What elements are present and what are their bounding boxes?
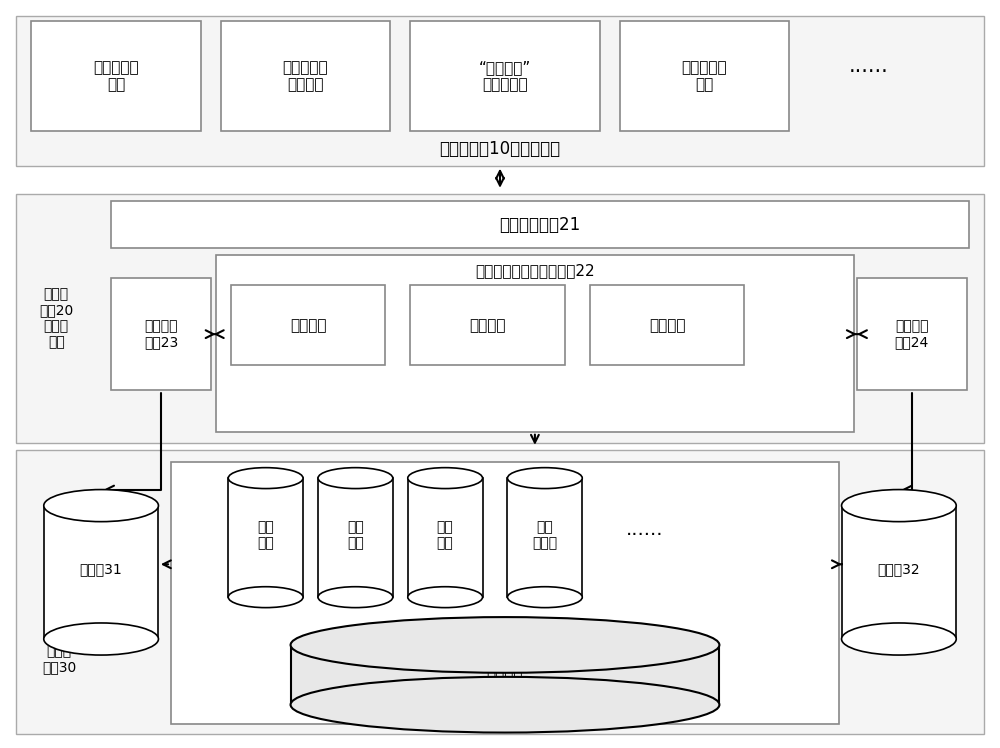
Ellipse shape [291, 617, 719, 672]
Bar [231, 285, 385, 365]
Bar [221, 21, 390, 131]
Bar [318, 478, 393, 597]
Ellipse shape [228, 468, 303, 488]
Ellipse shape [408, 468, 483, 488]
Text: “一通三防”
图形和属性: “一通三防” 图形和属性 [479, 60, 531, 92]
Bar [842, 506, 956, 639]
Ellipse shape [318, 586, 393, 607]
Text: 数据删除: 数据删除 [469, 318, 506, 333]
Text: 地测图形和
属性: 地测图形和 属性 [93, 60, 139, 92]
Text: 服务协
同层20
（服务
端）: 服务协 同层20 （服务 端） [39, 287, 73, 349]
Ellipse shape [228, 586, 303, 607]
Bar [171, 462, 839, 724]
Bar [44, 506, 158, 639]
Text: 采矿设计图
形和属性: 采矿设计图 形和属性 [283, 60, 328, 92]
Text: 用户认证模块21: 用户认证模块21 [499, 215, 581, 233]
Text: 索引库31: 索引库31 [80, 562, 122, 576]
Text: ......: ...... [849, 56, 889, 76]
Bar [857, 278, 967, 390]
Bar [590, 285, 744, 365]
Text: ......: ...... [626, 520, 663, 539]
Text: 搜索服务
模块23: 搜索服务 模块23 [144, 319, 178, 349]
Ellipse shape [408, 586, 483, 607]
Text: 机电图形和
属性: 机电图形和 属性 [682, 60, 727, 92]
Ellipse shape [842, 490, 956, 521]
Bar [31, 21, 201, 131]
Bar [16, 450, 984, 734]
Ellipse shape [44, 623, 158, 655]
Bar [410, 285, 565, 365]
Ellipse shape [507, 586, 582, 607]
Bar [410, 21, 600, 131]
Text: 数据存
储层30: 数据存 储层30 [42, 644, 76, 674]
Text: 危险
源数据: 危险 源数据 [532, 521, 557, 551]
Bar [16, 194, 984, 443]
Text: 地图服务
模块24: 地图服务 模块24 [895, 319, 929, 349]
Text: 机电
数据: 机电 数据 [257, 521, 274, 551]
Text: 瓦片库32: 瓦片库32 [878, 562, 920, 576]
Ellipse shape [44, 490, 158, 521]
Text: 通风
数据: 通风 数据 [437, 521, 454, 551]
Ellipse shape [318, 468, 393, 488]
Bar [228, 478, 303, 597]
Bar [216, 255, 854, 432]
Bar [111, 200, 969, 248]
Bar [111, 278, 211, 390]
Text: 数据新增: 数据新增 [290, 318, 326, 333]
Text: 业务接口层10（客户端）: 业务接口层10（客户端） [439, 140, 561, 158]
Text: 数据更新: 数据更新 [649, 318, 685, 333]
Bar [507, 478, 582, 597]
Bar [408, 478, 483, 597]
Text: 数据库33: 数据库33 [479, 707, 531, 725]
Ellipse shape [291, 677, 719, 732]
Text: 图形和属性处理协作模块22: 图形和属性处理协作模块22 [475, 263, 595, 278]
Ellipse shape [842, 623, 956, 655]
Text: 采矿
设计: 采矿 设计 [347, 521, 364, 551]
Bar [291, 645, 719, 705]
Text: 地测数据: 地测数据 [487, 667, 523, 682]
Bar [16, 16, 984, 166]
Ellipse shape [507, 468, 582, 488]
Bar [620, 21, 789, 131]
